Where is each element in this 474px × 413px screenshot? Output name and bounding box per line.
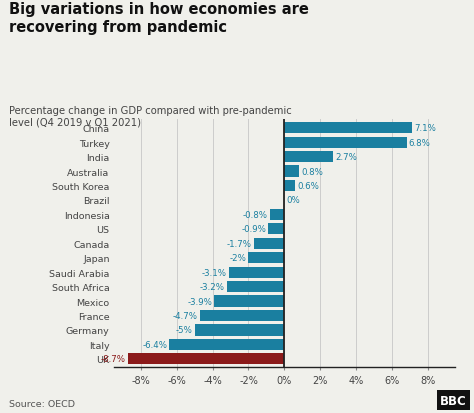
- Text: Source: OECD: Source: OECD: [9, 399, 75, 408]
- Text: -0.9%: -0.9%: [241, 225, 266, 234]
- Text: -1.7%: -1.7%: [227, 239, 252, 248]
- Text: -3.2%: -3.2%: [200, 282, 225, 292]
- Bar: [195, 325, 284, 336]
- Bar: [284, 180, 295, 192]
- Bar: [284, 137, 407, 148]
- Text: -4.7%: -4.7%: [173, 311, 198, 320]
- Text: -6.4%: -6.4%: [142, 340, 167, 349]
- Text: 6.8%: 6.8%: [409, 138, 430, 147]
- Text: Percentage change in GDP compared with pre-pandemic
level (Q4 2019 v Q1 2021): Percentage change in GDP compared with p…: [9, 105, 292, 128]
- Text: Big variations in how economies are
recovering from pandemic: Big variations in how economies are reco…: [9, 2, 310, 35]
- Text: -3.9%: -3.9%: [187, 297, 212, 306]
- Text: -3.1%: -3.1%: [201, 268, 227, 277]
- Bar: [268, 224, 284, 235]
- Bar: [284, 166, 299, 177]
- Text: 7.1%: 7.1%: [414, 124, 436, 133]
- Text: -0.8%: -0.8%: [243, 210, 268, 219]
- Text: -5%: -5%: [175, 325, 192, 335]
- Bar: [169, 339, 284, 350]
- Text: 0.6%: 0.6%: [297, 182, 319, 190]
- Text: -2%: -2%: [229, 254, 246, 263]
- Bar: [248, 252, 284, 263]
- Bar: [227, 281, 284, 292]
- Text: 0%: 0%: [287, 196, 301, 205]
- Bar: [254, 238, 284, 249]
- Text: -8.7%: -8.7%: [101, 354, 126, 363]
- Bar: [270, 209, 284, 221]
- Text: 2.7%: 2.7%: [335, 153, 357, 162]
- Bar: [284, 123, 412, 134]
- Bar: [200, 310, 284, 321]
- Bar: [128, 353, 284, 365]
- Text: 0.8%: 0.8%: [301, 167, 323, 176]
- Text: BBC: BBC: [440, 394, 467, 407]
- Bar: [229, 267, 284, 278]
- Bar: [214, 296, 284, 307]
- Bar: [284, 152, 333, 163]
